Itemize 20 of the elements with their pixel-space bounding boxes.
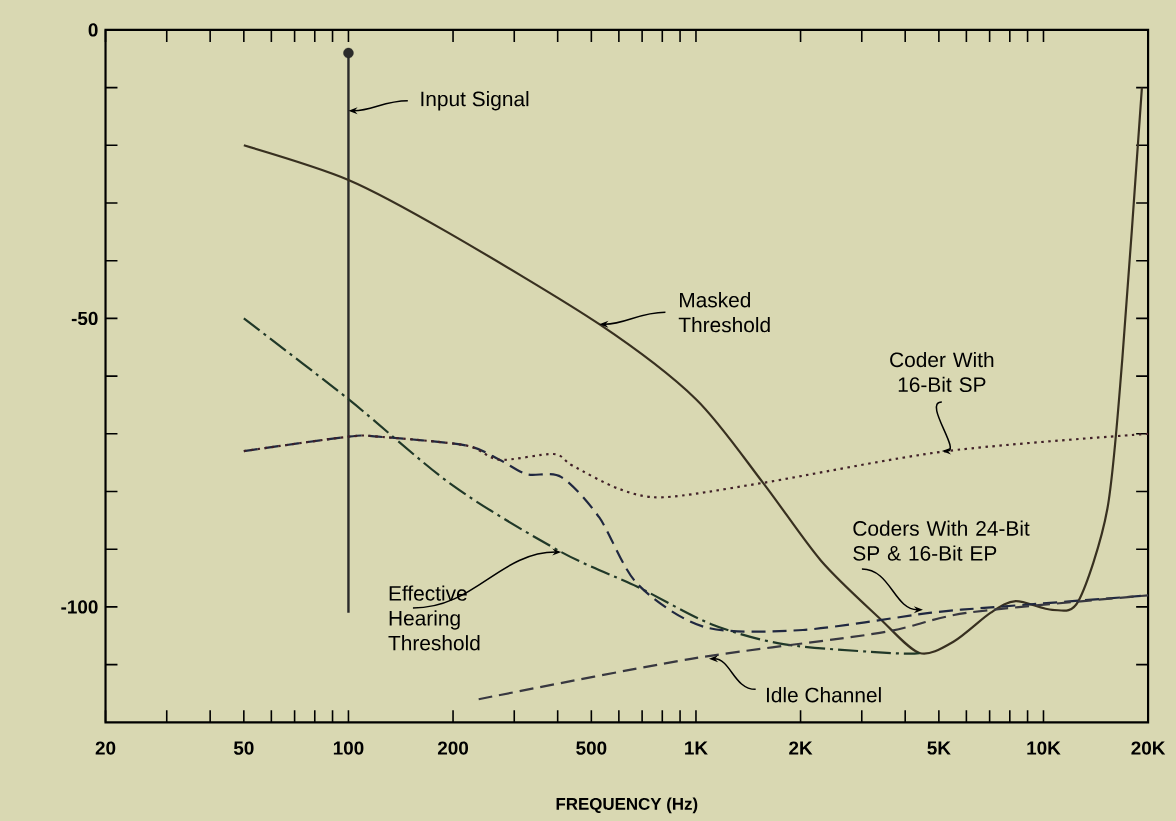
annotation: Masked Threshold [678,292,770,333]
y-tick-label: 0 [88,23,98,37]
x-tick-label: 500 [576,741,607,755]
x-tick-label: 100 [333,741,364,755]
annotation: Idle Channel [766,687,881,703]
x-axis-title: FREQUENCY (Hz) [556,797,698,814]
x-tick-label: 200 [437,741,469,755]
x-tick-label: 20 [95,741,116,755]
annotation: Coders With 24-Bit SP & 16-Bit EP [853,520,1030,561]
x-tick-label: 10K [1027,741,1061,755]
y-tick-label: -50 [71,311,98,326]
annotation: Coder With 16-Bit SP [890,351,994,393]
x-tick-label: 20K [1131,741,1166,755]
x-tick-label: 5K [927,741,951,755]
x-tick-label: 1K [685,741,708,755]
x-tick-label: 50 [233,741,254,755]
annotation: Input Signal [421,90,529,111]
annotation: Effective Hearing Threshold [388,585,480,651]
y-tick-label: -100 [61,600,98,614]
x-tick-label: 2K [789,741,813,755]
